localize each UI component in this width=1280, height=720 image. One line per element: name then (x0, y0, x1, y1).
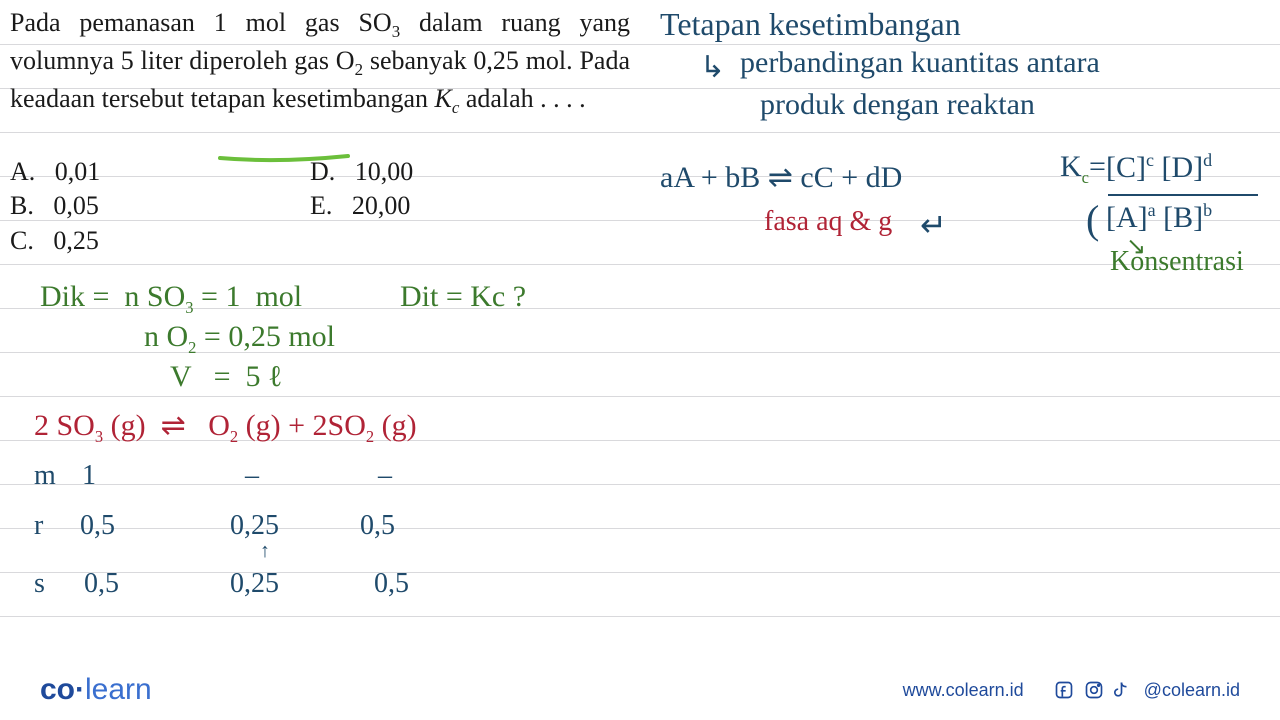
question-text: Pada pemanasan 1 mol gas SO3 dalam ruang… (10, 6, 630, 119)
ice-m-so3: 1 (82, 460, 96, 492)
option-e: E. 20,00 (310, 189, 610, 223)
tiktok-icon (1114, 680, 1134, 700)
note-line-2: perbandingan kuantitas antara (740, 46, 1100, 80)
ice-m-label: m (34, 460, 56, 492)
dik-line-1: Dik = n SO3 = 1 mol (40, 280, 302, 318)
answer-options: A. 0,01 D. 10,00 B. 0,05 E. 20,00 C. 0,2… (10, 155, 630, 258)
generic-equation: aA + bB ⇌ cC + dD (660, 160, 902, 195)
instagram-icon (1084, 680, 1104, 700)
option-b: B. 0,05 (10, 189, 310, 223)
footer-bar: co·learn www.colearn.id @colearn.id (0, 660, 1280, 720)
footer-handle: @colearn.id (1144, 680, 1240, 701)
dik-line-2: n O2 = 0,25 mol (144, 320, 335, 358)
fasa-arrow-icon: ↵ (920, 206, 947, 244)
fasa-note: fasa aq & g (764, 206, 892, 238)
konsentrasi-label: Konsentrasi (1110, 246, 1244, 278)
ice-s-so3: 0,5 (84, 568, 119, 600)
kc-fraction-bar (1108, 194, 1258, 196)
footer-social: @colearn.id (1054, 680, 1240, 701)
kc-denominator: [A]a [B]b (1106, 200, 1212, 235)
option-c: C. 0,25 (10, 224, 310, 258)
brand-logo: co·learn (40, 673, 152, 707)
ice-r-so3: 0,5 (80, 510, 115, 542)
ice-s-label: s (34, 568, 45, 600)
ice-m-so2: – (378, 460, 392, 492)
kc-symbol: Kc= (1060, 150, 1106, 188)
ice-up-arrow-icon: ↑ (260, 540, 270, 563)
footer-url: www.colearn.id (903, 680, 1024, 701)
dik-line-3: V = 5 ℓ (170, 360, 282, 394)
reaction-equation: 2 SO3 (g) ⇌ O2 (g) + 2SO2 (g) (34, 408, 417, 447)
kc-numerator: [C]c [D]d (1106, 150, 1212, 185)
ice-r-o2: 0,25 (230, 510, 279, 542)
ice-s-o2: 0,25 (230, 568, 279, 600)
ice-r-so2: 0,5 (360, 510, 395, 542)
kc-brace-icon: ( (1086, 196, 1099, 243)
ice-m-o2: – (245, 460, 259, 492)
note-arrow-icon: ↳ (700, 50, 725, 85)
dit-line: Dit = Kc ? (400, 280, 526, 314)
ice-r-label: r (34, 510, 43, 542)
option-a: A. 0,01 (10, 155, 310, 189)
facebook-icon (1054, 680, 1074, 700)
note-line-3: produk dengan reaktan (760, 88, 1035, 122)
note-title: Tetapan kesetimbangan (660, 6, 961, 43)
option-d: D. 10,00 (310, 155, 610, 189)
ice-s-so2: 0,5 (374, 568, 409, 600)
